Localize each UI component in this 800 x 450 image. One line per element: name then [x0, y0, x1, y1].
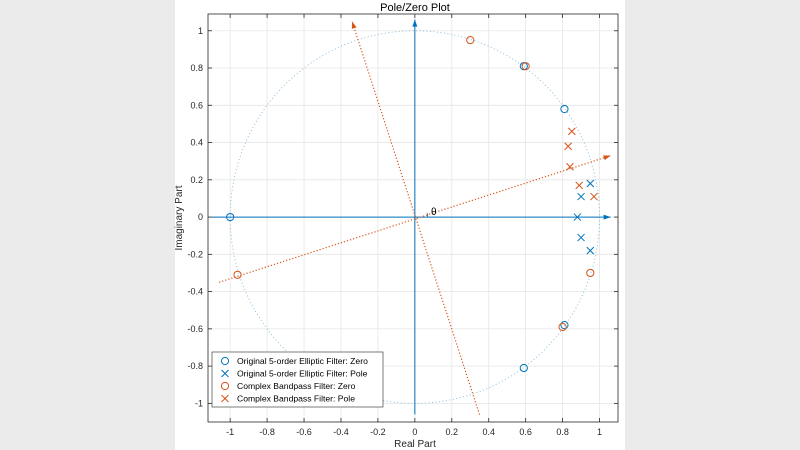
zero-marker — [466, 35, 475, 45]
arrow-line — [218, 155, 611, 283]
x-stroke — [566, 162, 574, 171]
legend-entry-label: Original 5-order Elliptic Filter: Pole — [237, 369, 368, 379]
markers — [226, 35, 598, 373]
pole-marker — [573, 213, 582, 221]
x-stroke — [577, 192, 585, 201]
y-tick-label: 0.4 — [190, 138, 203, 148]
x-stroke — [577, 233, 585, 242]
legend[interactable]: Original 5-order Elliptic Filter: Zero Or… — [211, 351, 384, 408]
ticks: -1 -0.8 -0.6 -0.4 -0.2 0 0.2 0.4 0.6 0.8 1 -1 -0.8 -0… — [187, 14, 618, 437]
pole-marker — [575, 181, 584, 190]
zero-marker — [519, 363, 528, 373]
x-tick-label: 1 — [597, 427, 602, 437]
arrow-head — [351, 21, 357, 29]
legend-entry-label: Complex Bandpass Filter: Pole — [237, 394, 355, 404]
x-stroke — [221, 394, 229, 403]
y-tick-label: 1 — [198, 26, 203, 36]
arrow-head — [603, 214, 611, 220]
pole-marker — [586, 179, 595, 188]
legend-pole-marker — [221, 394, 229, 403]
arrow-head — [412, 19, 418, 27]
y-tick-label: 0 — [198, 212, 203, 222]
y-tick-label: -0.8 — [187, 361, 203, 371]
legend-pole-marker — [221, 369, 229, 378]
pole-marker — [577, 192, 585, 201]
y-tick-label: -0.4 — [187, 287, 203, 297]
x-stroke — [575, 181, 584, 190]
x-tick-label: 0 — [412, 427, 417, 437]
x-axis-label: Real Part — [394, 439, 436, 450]
chart-title: Pole/Zero Plot — [380, 2, 450, 14]
y-tick-label: -0.6 — [187, 324, 203, 334]
legend-entry-label: Complex Bandpass Filter: Zero — [237, 381, 356, 391]
zero-marker — [586, 268, 595, 278]
arrows — [211, 19, 611, 415]
y-tick-label: 0.2 — [190, 175, 203, 185]
axes-box — [207, 13, 619, 423]
legend-zero-marker — [220, 381, 230, 391]
x-tick-label: -0.2 — [370, 427, 386, 437]
y-tick-label: -1 — [195, 398, 203, 408]
theta-label: θ — [431, 207, 437, 218]
y-tick-label: -0.2 — [187, 249, 203, 259]
x-stroke — [564, 142, 572, 151]
zero-marker — [521, 62, 530, 71]
x-tick-label: -0.8 — [259, 427, 275, 437]
x-tick-label: 0.6 — [519, 427, 532, 437]
legend-zero-marker — [220, 356, 230, 366]
pole-marker — [577, 233, 585, 242]
x-tick-label: -0.4 — [333, 427, 349, 437]
pole-marker — [564, 142, 572, 151]
pole-marker — [590, 192, 598, 201]
pole-marker — [566, 162, 574, 171]
x-tick-label: 0.4 — [482, 427, 495, 437]
x-stroke — [573, 213, 582, 221]
legend-entry-label: Original 5-order Elliptic Filter: Zero — [237, 356, 368, 366]
x-stroke — [567, 127, 576, 136]
y-tick-label: 0.8 — [190, 63, 203, 73]
x-tick-label: -1 — [226, 427, 234, 437]
zero-marker — [233, 270, 242, 279]
zero-marker — [560, 104, 569, 114]
zero-marker — [560, 321, 569, 330]
x-stroke — [590, 192, 598, 201]
zero-marker — [226, 212, 235, 222]
y-tick-label: 0.6 — [190, 100, 203, 110]
pole-marker — [586, 246, 595, 255]
x-stroke — [586, 179, 595, 188]
zero-marker — [558, 322, 567, 332]
x-stroke — [221, 369, 229, 378]
x-tick-label: 0.8 — [556, 427, 569, 437]
pole-marker — [567, 127, 576, 136]
x-tick-label: -0.6 — [296, 427, 312, 437]
x-stroke — [586, 246, 595, 255]
y-axis-label: Imaginary Part — [174, 185, 185, 250]
x-tick-label: 0.2 — [446, 427, 459, 437]
arrow-head — [603, 155, 611, 161]
legend-box — [211, 351, 384, 408]
